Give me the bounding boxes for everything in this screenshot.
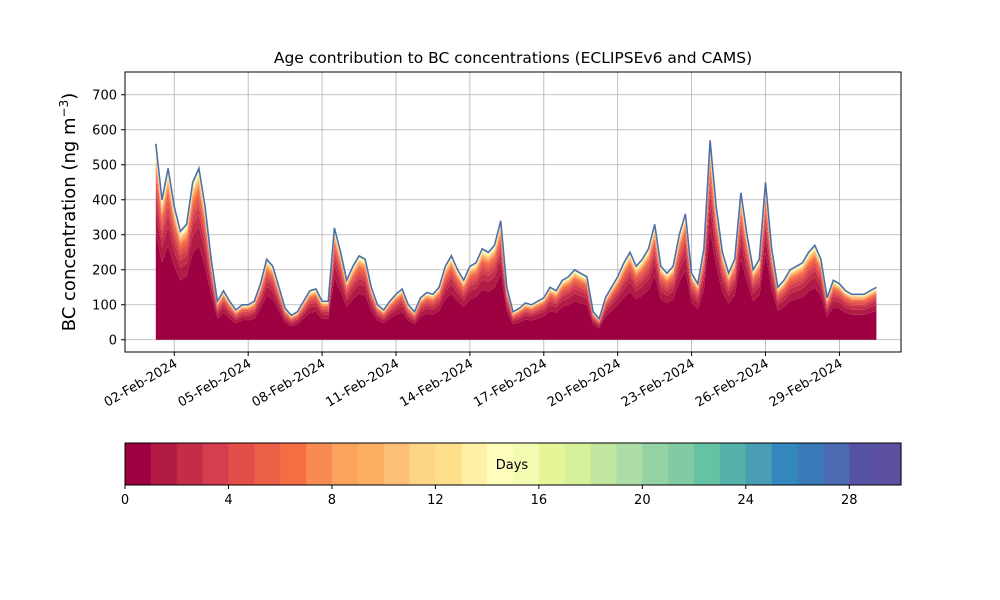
y-axis-ticks: 0 100 200 300 400 500 600 700: [92, 88, 125, 348]
y-axis-title-main: BC concentration (ng m: [59, 117, 80, 331]
total-concentration-line: [155, 140, 877, 321]
y-axis-title-close: ): [59, 93, 80, 100]
age-band-area: [155, 230, 877, 340]
y-tick-label: 700: [92, 88, 117, 103]
total-line: [155, 140, 877, 321]
y-axis-title-exponent: −3: [57, 100, 71, 118]
age-band-area: [155, 208, 877, 329]
y-tick-label: 200: [92, 263, 117, 278]
stacked-age-areas: [155, 140, 877, 340]
y-tick-label: 300: [92, 228, 117, 243]
y-tick-label: 400: [92, 193, 117, 208]
axes-frame: [124, 71, 902, 353]
y-tick-label: 500: [92, 158, 117, 173]
y-tick-label: 100: [92, 298, 117, 313]
y-axis-title: BC concentration (ng m−3): [57, 93, 80, 332]
chart-title: Age contribution to BC concentrations (E…: [274, 49, 752, 67]
y-tick-label: 600: [92, 123, 117, 138]
y-tick-label: 0: [109, 333, 117, 348]
